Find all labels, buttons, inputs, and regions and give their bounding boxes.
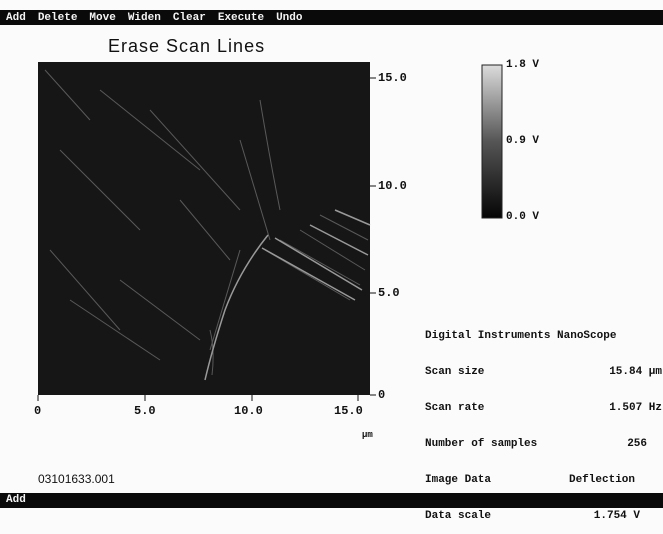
x-tick-label: 15.0 [334, 404, 363, 418]
info-key: Data scale [425, 510, 491, 522]
y-tick-label: 15.0 [378, 71, 407, 85]
info-row: Image Data Deflection [425, 474, 635, 486]
info-row: Scan size 15.84 µm [425, 366, 662, 378]
info-value: 15.84 µm [609, 366, 662, 378]
y-tick-label: 10.0 [378, 179, 407, 193]
status-text: Add [6, 494, 26, 506]
info-key: Number of samples [425, 438, 537, 450]
info-value: Deflection [569, 474, 635, 486]
scale-label: 0.9 V [506, 135, 539, 147]
info-key: Scan rate [425, 402, 484, 414]
status-bar: Add [0, 493, 663, 508]
info-key: Image Data [425, 474, 491, 486]
scale-label: 1.8 V [506, 59, 539, 71]
filename: 03101633.001 [38, 472, 115, 486]
y-tick-label: 0 [378, 388, 385, 402]
y-tick-label: 5.0 [378, 286, 400, 300]
info-row: Scan rate 1.507 Hz [425, 402, 662, 414]
x-unit: µm [362, 430, 373, 440]
scale-label: 0.0 V [506, 211, 539, 223]
info-row: Number of samples 256 [425, 438, 647, 450]
x-tick-label: 0 [34, 404, 41, 418]
info-value: 1.754 V [594, 510, 640, 522]
x-tick-label: 5.0 [134, 404, 156, 418]
screen: {"menu": ["Add", "Delete", "Move", "Wide… [0, 0, 663, 508]
x-tick-label: 10.0 [234, 404, 263, 418]
info-row: Data scale 1.754 V [425, 510, 640, 522]
info-value: 1.507 Hz [609, 402, 662, 414]
info-value: 256 [627, 438, 647, 450]
info-key: Scan size [425, 366, 484, 378]
color-bar [482, 65, 502, 218]
info-header: Digital Instruments NanoScope [425, 330, 662, 342]
